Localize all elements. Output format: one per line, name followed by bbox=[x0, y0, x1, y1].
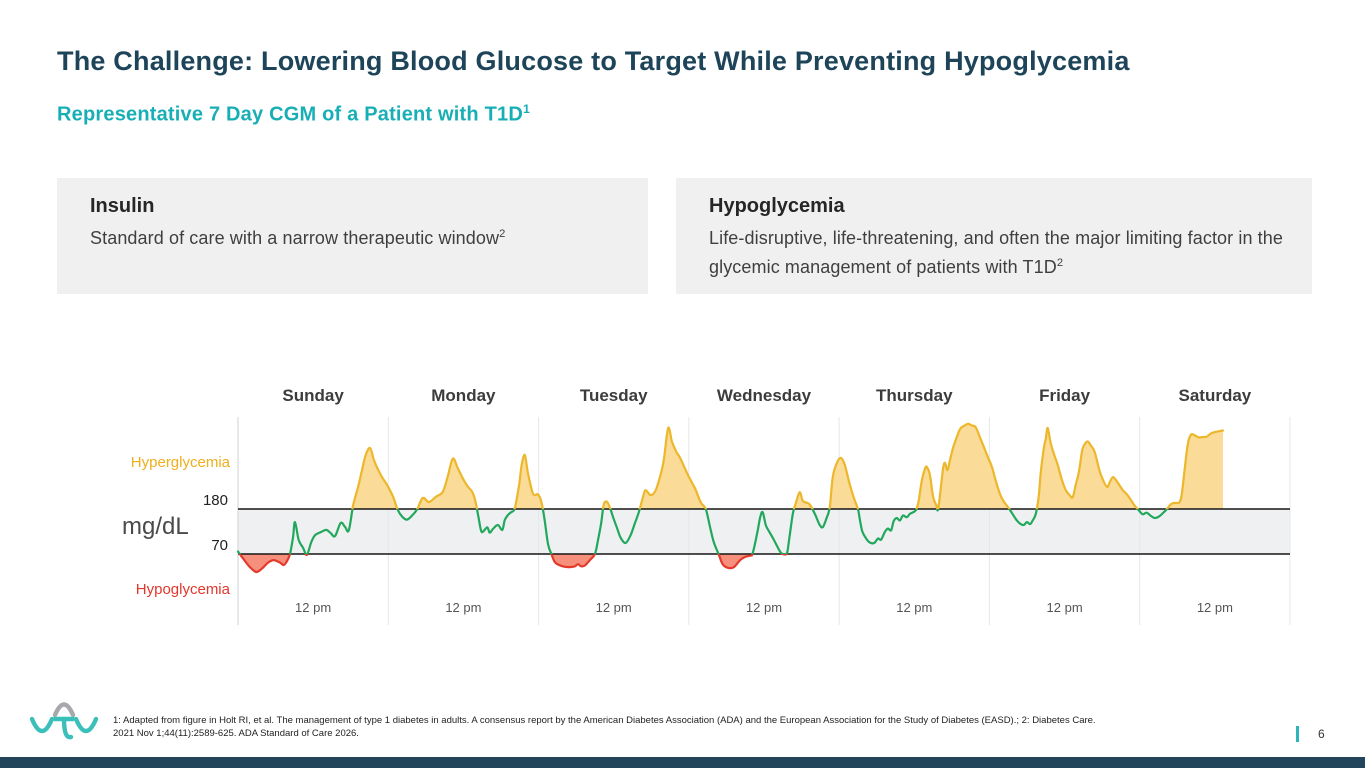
hypoglycemia-zone-label: Hypoglycemia bbox=[135, 581, 230, 598]
day-label: Tuesday bbox=[579, 386, 648, 405]
card-body-text: Standard of care with a narrow therapeut… bbox=[90, 228, 500, 248]
page-number: 6 bbox=[1318, 727, 1325, 741]
slide-title: The Challenge: Lowering Blood Glucose to… bbox=[57, 46, 1130, 76]
hyperglycemia-zone-label: Hyperglycemia bbox=[130, 454, 230, 471]
page-divider bbox=[1296, 726, 1299, 742]
hypoglycemia-area bbox=[238, 554, 1223, 573]
logo-arch-icon bbox=[52, 702, 76, 718]
slide-subtitle: Representative 7 Day CGM of a Patient wi… bbox=[57, 102, 530, 127]
card-body-superscript: 2 bbox=[1056, 256, 1064, 269]
time-tick-label: 12 pm bbox=[745, 600, 783, 615]
glucose-trace-high bbox=[351, 422, 1225, 509]
cgm-chart: Hyperglycemia 180 mg/dL 70 Hypoglycemia … bbox=[0, 380, 1365, 630]
time-tick-label: 12 pm bbox=[1046, 600, 1083, 615]
card-body-text: Life-disruptive, life-threatening, and o… bbox=[709, 228, 1283, 277]
time-tick-label: 12 pm bbox=[595, 600, 632, 615]
day-label: Wednesday bbox=[716, 386, 812, 405]
card-body: Life-disruptive, life-threatening, and o… bbox=[709, 224, 1288, 282]
logo-t-stem-icon bbox=[61, 716, 74, 740]
card-title: Hypoglycemia bbox=[709, 195, 845, 217]
subtitle-text: Representative 7 Day CGM of a Patient wi… bbox=[57, 103, 523, 126]
time-tick-label: 12 pm bbox=[896, 600, 933, 615]
insulin-card: Insulin Standard of care with a narrow t… bbox=[57, 178, 648, 294]
time-tick-label: 12 pm bbox=[445, 600, 482, 615]
time-tick-label: 12 pm bbox=[295, 600, 332, 615]
glucose-trace-low bbox=[238, 554, 788, 574]
threshold-tick-70: 70 bbox=[211, 537, 228, 554]
footnote-line-2: 2021 Nov 1;44(11):2589-625. ADA Standard… bbox=[113, 728, 359, 739]
cgm-plot bbox=[236, 417, 1291, 625]
logo-right-v-icon bbox=[73, 716, 99, 734]
vtv-logo bbox=[29, 702, 99, 740]
bottom-bar bbox=[0, 757, 1365, 768]
threshold-tick-180: 180 bbox=[202, 492, 228, 509]
card-body-superscript: 2 bbox=[499, 228, 506, 240]
footnote-line-1: 1: Adapted from figure in Holt RI, et al… bbox=[113, 715, 1096, 726]
logo-left-v-icon bbox=[29, 716, 55, 734]
y-axis-unit-label: mg/dL bbox=[122, 513, 189, 540]
footnote-citation: 1: Adapted from figure in Holt RI, et al… bbox=[113, 714, 1273, 740]
card-title: Insulin bbox=[90, 195, 155, 217]
day-label: Friday bbox=[1039, 386, 1091, 405]
card-body: Standard of care with a narrow therapeut… bbox=[90, 224, 624, 253]
hyperglycemia-area bbox=[238, 423, 1223, 509]
day-label: Monday bbox=[431, 386, 496, 405]
day-label: Thursday bbox=[876, 386, 953, 405]
time-tick-label: 12 pm bbox=[1196, 600, 1233, 615]
subtitle-superscript: 1 bbox=[522, 102, 531, 116]
day-label: Saturday bbox=[1178, 386, 1252, 405]
hypoglycemia-card: Hypoglycemia Life-disruptive, life-threa… bbox=[676, 178, 1312, 294]
day-label: Sunday bbox=[282, 386, 344, 405]
